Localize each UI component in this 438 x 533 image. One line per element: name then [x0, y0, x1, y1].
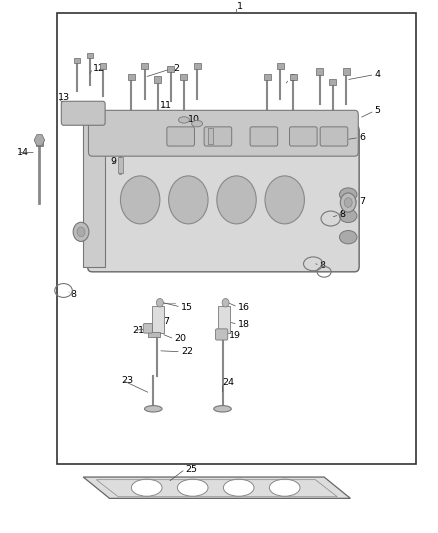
Bar — [277, 63, 284, 69]
Text: 8: 8 — [339, 211, 346, 219]
Ellipse shape — [269, 479, 300, 496]
Bar — [118, 157, 123, 173]
FancyBboxPatch shape — [143, 324, 152, 333]
Bar — [343, 68, 350, 75]
FancyBboxPatch shape — [88, 125, 359, 272]
Text: 22: 22 — [181, 348, 193, 356]
Circle shape — [222, 298, 229, 307]
Bar — [316, 68, 323, 75]
Circle shape — [77, 227, 85, 237]
Bar — [128, 74, 135, 80]
Circle shape — [344, 198, 352, 207]
Text: 8: 8 — [320, 261, 326, 270]
Bar — [141, 63, 148, 69]
Text: 21: 21 — [133, 326, 145, 335]
Text: 10: 10 — [188, 116, 200, 124]
FancyBboxPatch shape — [320, 127, 348, 146]
Bar — [87, 53, 93, 58]
Circle shape — [217, 176, 256, 224]
Text: 14: 14 — [17, 148, 28, 157]
Bar — [194, 63, 201, 69]
Text: 4: 4 — [374, 70, 381, 79]
Text: 25: 25 — [185, 465, 197, 473]
Bar — [154, 76, 161, 83]
Text: 15: 15 — [181, 303, 193, 311]
FancyBboxPatch shape — [204, 127, 232, 146]
FancyBboxPatch shape — [167, 127, 194, 146]
Bar — [264, 74, 271, 80]
Text: 20: 20 — [174, 335, 186, 343]
Text: 1: 1 — [237, 2, 243, 11]
Circle shape — [265, 176, 304, 224]
Text: 17: 17 — [159, 317, 171, 326]
Text: 3: 3 — [289, 75, 295, 83]
Bar — [148, 332, 160, 337]
Text: 7: 7 — [359, 197, 365, 206]
Bar — [167, 66, 174, 72]
Bar — [290, 74, 297, 80]
Circle shape — [156, 298, 163, 307]
Polygon shape — [34, 135, 45, 146]
Bar — [218, 306, 230, 333]
Ellipse shape — [339, 188, 357, 201]
Text: 13: 13 — [58, 93, 70, 102]
FancyBboxPatch shape — [215, 329, 228, 340]
Ellipse shape — [177, 479, 208, 496]
Bar — [57, 13, 416, 464]
Bar — [36, 140, 43, 146]
Bar — [208, 128, 213, 144]
Ellipse shape — [145, 406, 162, 412]
Bar — [100, 63, 106, 69]
Text: 11: 11 — [160, 101, 172, 110]
Text: 8: 8 — [70, 290, 76, 299]
Bar — [180, 74, 187, 80]
Text: 19: 19 — [229, 332, 241, 340]
FancyBboxPatch shape — [83, 117, 105, 266]
Circle shape — [169, 176, 208, 224]
Bar — [329, 79, 336, 85]
Text: 9: 9 — [218, 129, 224, 138]
Ellipse shape — [339, 209, 357, 223]
Circle shape — [73, 222, 89, 241]
Polygon shape — [83, 477, 350, 498]
Ellipse shape — [214, 406, 231, 412]
Bar — [74, 58, 80, 63]
Ellipse shape — [223, 479, 254, 496]
Text: 9: 9 — [110, 157, 117, 166]
Text: 18: 18 — [238, 320, 250, 328]
Bar — [152, 306, 164, 333]
Text: 2: 2 — [173, 64, 179, 72]
FancyBboxPatch shape — [290, 127, 317, 146]
Text: 16: 16 — [238, 303, 250, 311]
Text: 12: 12 — [93, 64, 105, 72]
Circle shape — [340, 193, 356, 212]
Text: 24: 24 — [223, 378, 234, 387]
FancyBboxPatch shape — [250, 127, 278, 146]
Ellipse shape — [192, 120, 202, 127]
FancyBboxPatch shape — [88, 110, 358, 156]
FancyBboxPatch shape — [61, 101, 105, 125]
Text: 5: 5 — [374, 107, 381, 115]
Ellipse shape — [178, 117, 189, 123]
Ellipse shape — [339, 230, 357, 244]
Text: 6: 6 — [359, 133, 365, 142]
Text: 23: 23 — [122, 376, 134, 384]
Circle shape — [120, 176, 160, 224]
Ellipse shape — [131, 479, 162, 496]
